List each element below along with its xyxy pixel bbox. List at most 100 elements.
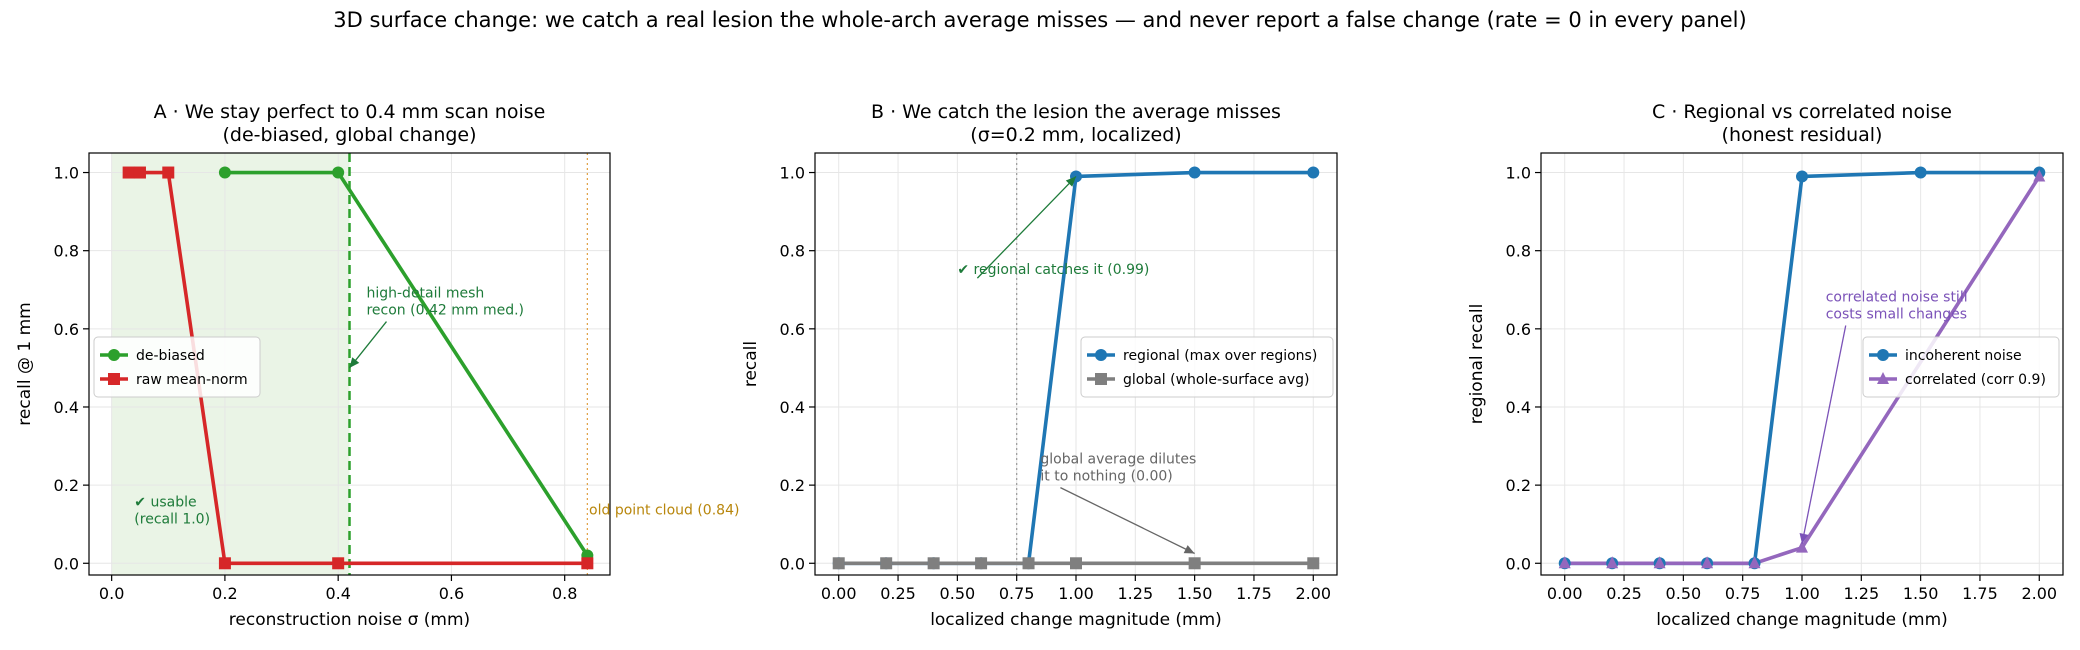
legend-label: raw mean-norm	[136, 372, 248, 388]
legend-box	[1080, 336, 1334, 398]
x-tick-label: 0.0	[99, 584, 124, 603]
legend-label: regional (max over regions)	[1123, 348, 1317, 364]
x-axis-label: localized change magnitude (mm)	[1656, 610, 1948, 630]
data-point	[1558, 556, 1571, 569]
x-tick-label: 0.25	[880, 584, 916, 603]
panel-subtitle: (de-biased, global change)	[222, 124, 476, 146]
plot-area	[838, 170, 1314, 566]
y-tick-label: 1.0	[54, 164, 79, 183]
x-tick-label: 0.4	[325, 584, 350, 603]
data-point	[1701, 556, 1714, 569]
y-tick-label: 0.8	[1506, 242, 1531, 261]
data-point	[133, 166, 146, 179]
data-point	[1307, 166, 1320, 179]
y-axis-label: recall @ 1 mm	[15, 302, 35, 425]
annotation-arrowhead	[1799, 533, 1809, 544]
data-point	[927, 557, 940, 570]
x-tick-label: 1.75	[1236, 584, 1272, 603]
legend-label: incoherent noise	[1905, 348, 2022, 364]
annotation-arrowhead	[1183, 545, 1195, 554]
y-axis-label: recall	[741, 341, 761, 387]
annotation-text: it to nothing (0.00)	[1040, 469, 1172, 485]
data-point	[1307, 557, 1320, 570]
x-tick-label: 1.00	[1784, 584, 1820, 603]
legend-marker	[1877, 372, 1889, 384]
data-point	[1748, 556, 1761, 569]
data-point	[1606, 556, 1619, 569]
annotation-text: (recall 1.0)	[134, 512, 210, 528]
data-point	[162, 166, 175, 179]
data-point	[218, 166, 231, 179]
panel-subtitle: (honest residual)	[1722, 124, 1883, 146]
legend-label: de-biased	[136, 348, 205, 364]
legend-box	[93, 336, 261, 398]
y-tick-label: 0.2	[780, 476, 805, 495]
annotation-text: correlated noise still	[1826, 289, 1968, 305]
data-point	[1070, 557, 1082, 570]
y-tick-label: 1.0	[780, 164, 805, 183]
y-tick-label: 0.6	[54, 320, 79, 339]
data-point	[1188, 557, 1201, 570]
data-point	[218, 557, 231, 570]
x-tick-label: 0.2	[212, 584, 237, 603]
annotation-arrow	[1060, 487, 1195, 555]
panel-title: A · We stay perfect to 0.4 mm scan noise	[154, 101, 546, 123]
legend-label: correlated (corr 0.9)	[1905, 372, 2046, 388]
y-tick-label: 0.2	[54, 476, 79, 495]
data-point	[1653, 556, 1666, 569]
annotation-text: recon (0.42 mm med.)	[366, 303, 524, 319]
x-tick-label: 1.00	[1058, 584, 1094, 603]
annotation-text: ✔ regional catches it (0.99)	[957, 262, 1149, 278]
annotation-text: ✔ usable	[134, 495, 196, 511]
x-tick-label: 1.75	[1962, 584, 1998, 603]
legend-marker	[108, 349, 120, 361]
x-tick-label: 0.75	[999, 584, 1035, 603]
data-point	[1796, 540, 1808, 553]
chart-panel-b: 0.00 0.25 0.50 0.75 1.00 1.25 1.50 1.75 2.00 0.0 0…	[741, 101, 1338, 630]
y-tick-label: 0.2	[1506, 476, 1531, 495]
legend-label: global (whole-surface avg)	[1123, 372, 1309, 388]
data-point	[1022, 557, 1035, 570]
x-tick-label: 1.25	[1118, 584, 1154, 603]
annotation-arrow	[976, 175, 1077, 279]
panel-subtitle: (σ=0.2 mm, localized)	[970, 124, 1181, 146]
legend-marker	[1095, 349, 1107, 361]
y-tick-label: 0.8	[54, 242, 79, 261]
x-tick-label: 0.00	[1547, 584, 1583, 603]
x-axis-label: localized change magnitude (mm)	[930, 610, 1222, 630]
data-point	[880, 557, 893, 570]
y-tick-label: 0.4	[780, 398, 805, 417]
data-point	[832, 557, 845, 570]
y-tick-label: 0.0	[1506, 554, 1531, 573]
data-point	[1914, 166, 1927, 179]
data-point	[122, 166, 135, 179]
data-point	[1796, 170, 1808, 183]
x-tick-label: 0.50	[940, 584, 976, 603]
data-point	[1188, 166, 1201, 179]
legend-marker	[1877, 349, 1889, 361]
axes-frame	[88, 152, 611, 576]
legend-box	[1862, 336, 2060, 398]
y-tick-label: 0.4	[54, 398, 79, 417]
chart-panel-c: 0.00 0.25 0.50 0.75 1.00 1.25 1.50 1.75 2.00 0.0 0…	[1467, 101, 2064, 630]
y-tick-label: 0.6	[1506, 320, 1531, 339]
y-tick-label: 0.4	[1506, 398, 1531, 417]
data-point	[332, 166, 345, 179]
x-tick-label: 2.00	[1295, 584, 1331, 603]
y-tick-label: 0.0	[780, 554, 805, 573]
data-point	[581, 557, 594, 570]
x-tick-label: 2.00	[2021, 584, 2057, 603]
legend-marker	[1095, 373, 1107, 385]
annotation-text: global average dilutes	[1040, 452, 1196, 468]
panel-title: B · We catch the lesion the average miss…	[871, 101, 1281, 123]
annotation-text: high-detail mesh	[366, 286, 484, 302]
x-tick-label: 1.50	[1903, 584, 1939, 603]
x-tick-label: 1.25	[1844, 584, 1880, 603]
y-tick-label: 1.0	[1506, 164, 1531, 183]
y-tick-label: 0.0	[54, 554, 79, 573]
chart-panel-a: 0.0 0.2 0.4 0.6 0.8 0.0 0.2 0.4 0.6 0.8 1.0 A · We …	[15, 101, 739, 630]
data-point	[975, 557, 988, 570]
y-tick-label: 0.6	[780, 320, 805, 339]
legend-marker	[108, 373, 120, 385]
